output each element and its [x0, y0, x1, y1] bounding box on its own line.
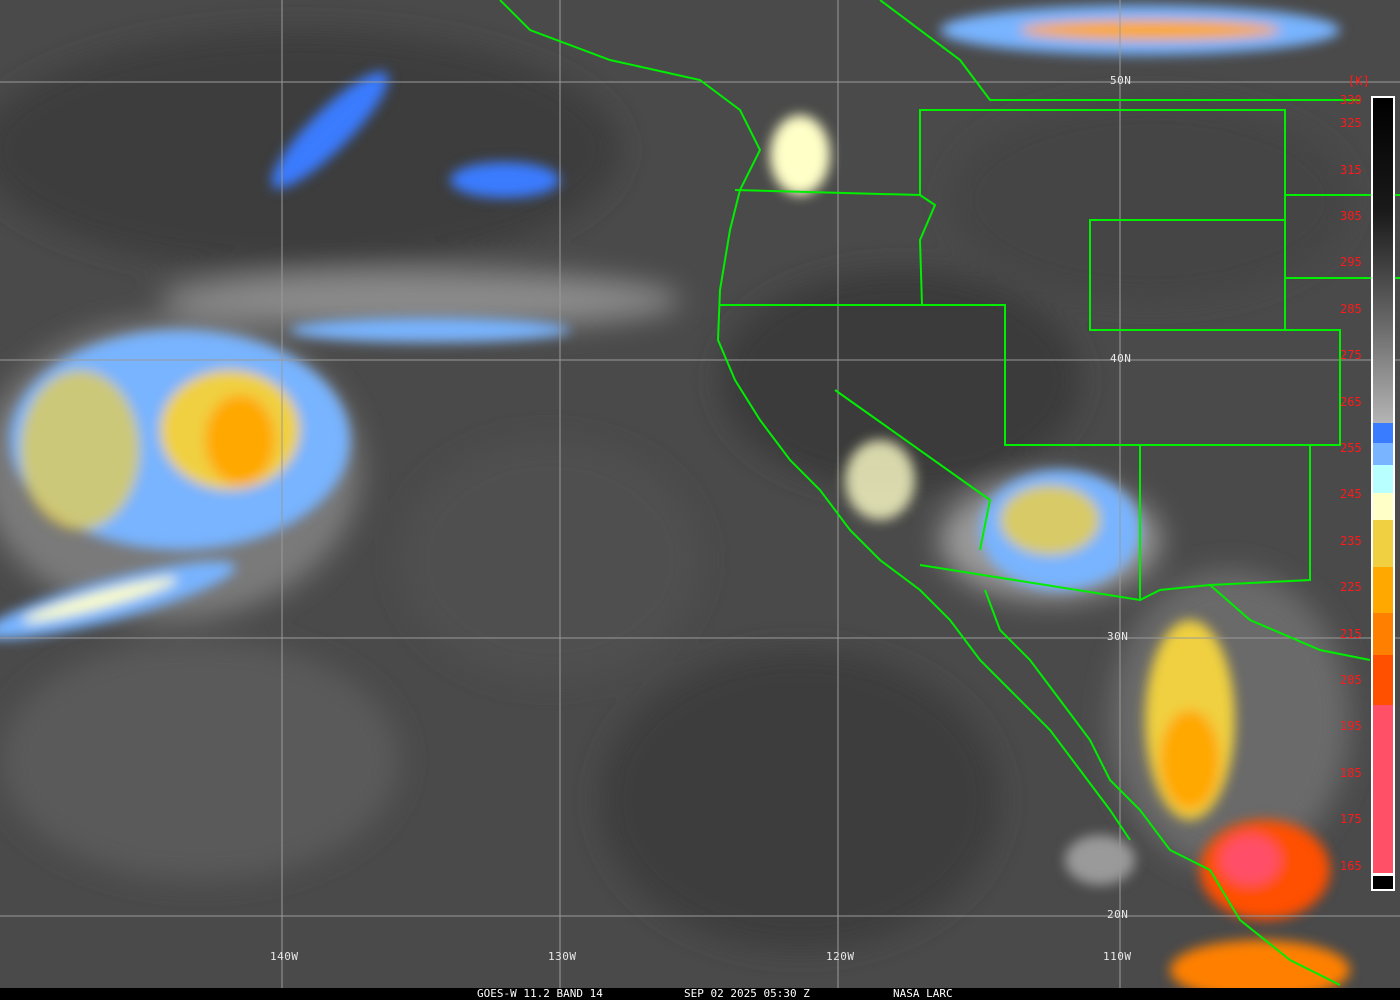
lon-label-130w: 130W	[548, 950, 577, 963]
lon-label-110w: 110W	[1103, 950, 1132, 963]
caption-satellite: GOES-W 11.2 BAND 14	[477, 987, 603, 1000]
colorbar-tick-295: 295	[1340, 255, 1362, 270]
colorbar-tick-205: 205	[1340, 673, 1362, 687]
colorbar-tick-225: 225	[1340, 580, 1362, 595]
lon-label-120w: 120W	[826, 950, 855, 963]
colorbar-tick-215: 215	[1340, 626, 1362, 641]
coastline-and-borders	[499, 0, 1400, 986]
lat-label-20n: 20N	[1107, 908, 1129, 921]
colorbar-tick-265: 265	[1340, 394, 1362, 409]
caption-credit: NASA LARC	[893, 987, 953, 1000]
colorbar-tick-315: 315	[1340, 162, 1362, 177]
colorbar-tick-330: 330	[1340, 93, 1362, 107]
caption-bar: GOES-W 11.2 BAND 14 SEP 02 2025 05:30 Z …	[0, 988, 1400, 1000]
colorbar-tick-275: 275	[1340, 348, 1362, 363]
lat-label-40n: 40N	[1110, 352, 1132, 365]
colorbar-unit: [K]	[1348, 74, 1370, 88]
colorbar	[1373, 98, 1393, 889]
colorbar-tick-285: 285	[1340, 301, 1362, 316]
cloud-layer-cold	[0, 5, 1350, 1000]
colorbar-tick-245: 245	[1340, 487, 1362, 502]
colorbar-tick-185: 185	[1340, 765, 1362, 780]
colorbar-tick-165: 165	[1340, 858, 1362, 873]
colorbar-tick-325: 325	[1340, 116, 1362, 131]
colorbar-tick-195: 195	[1340, 719, 1362, 734]
lon-label-140w: 140W	[270, 950, 299, 963]
lat-label-50n: 50N	[1110, 74, 1132, 87]
caption-datetime: SEP 02 2025 05:30 Z	[684, 987, 810, 1000]
lat-label-30n: 30N	[1107, 630, 1129, 643]
colorbar-tick-255: 255	[1340, 441, 1362, 455]
colorbar-tick-305: 305	[1340, 209, 1362, 223]
colorbar-tick-235: 235	[1340, 533, 1362, 548]
colorbar-tick-175: 175	[1340, 812, 1362, 827]
